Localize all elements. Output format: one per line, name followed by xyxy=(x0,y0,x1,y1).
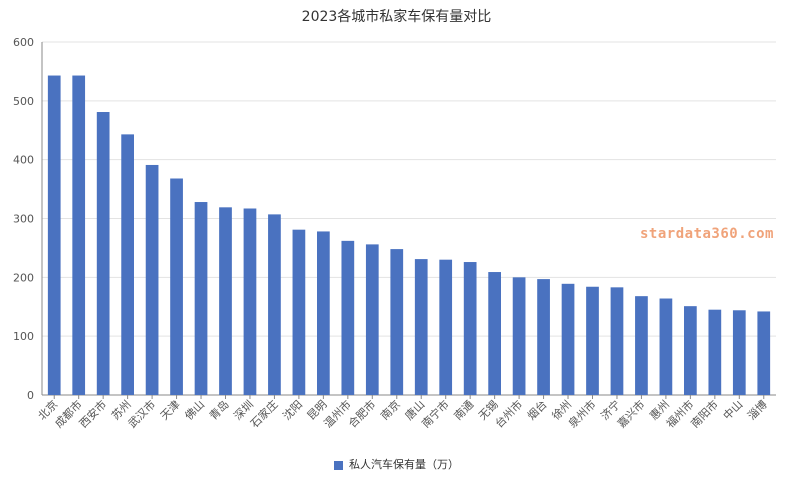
bar-西安市[interactable] xyxy=(96,112,110,396)
legend[interactable]: 私人汽车保有量（万） xyxy=(0,456,793,472)
x-tick-label: 台州市 xyxy=(492,397,525,430)
bar-北京[interactable] xyxy=(47,75,61,395)
x-tick-label: 西安市 xyxy=(76,397,109,430)
bar-石家庄[interactable] xyxy=(268,214,281,395)
x-tick-label: 天津 xyxy=(158,398,183,423)
bar-天津[interactable] xyxy=(170,178,183,395)
bar-合肥市[interactable] xyxy=(365,244,379,395)
x-tick-label: 佛山 xyxy=(182,398,207,423)
x-tick-label: 石家庄 xyxy=(247,397,280,430)
bar-嘉兴市[interactable] xyxy=(635,296,648,395)
x-tick-label: 青岛 xyxy=(206,397,231,422)
bar-南阳市[interactable] xyxy=(708,309,722,395)
y-tick-label: 100 xyxy=(13,330,34,343)
bars xyxy=(47,75,771,396)
x-tick-label: 泉州市 xyxy=(565,397,598,430)
bar-成都市[interactable] xyxy=(72,75,86,395)
bar-沈阳[interactable] xyxy=(292,229,306,395)
bar-中山[interactable] xyxy=(732,310,746,395)
y-tick-label: 600 xyxy=(13,36,34,49)
bar-佛山[interactable] xyxy=(194,202,208,395)
bar-温州市[interactable] xyxy=(341,240,355,395)
chart-title: 2023各城市私家车保有量对比 xyxy=(301,9,492,25)
bar-泉州市[interactable] xyxy=(586,286,599,395)
bar-南京[interactable] xyxy=(390,249,404,395)
legend-label: 私人汽车保有量（万） xyxy=(349,458,459,471)
legend-swatch xyxy=(334,460,343,470)
x-tick-label: 南通 xyxy=(452,398,477,423)
bar-武汉市[interactable] xyxy=(145,164,159,395)
x-tick-label: 武汉市 xyxy=(125,397,158,430)
y-tick-label: 500 xyxy=(13,95,34,108)
bar-深圳[interactable] xyxy=(243,208,257,395)
x-tick-label: 南京 xyxy=(377,397,402,422)
bar-南通[interactable] xyxy=(463,262,477,395)
x-tick-label: 中山 xyxy=(721,398,746,423)
bar-台州市[interactable] xyxy=(512,277,526,395)
bar-南宁市[interactable] xyxy=(439,259,453,395)
bar-昆明[interactable] xyxy=(317,231,330,395)
bar-唐山[interactable] xyxy=(414,259,428,395)
bar-惠州[interactable] xyxy=(659,298,673,395)
x-tick-label: 嘉兴市 xyxy=(614,397,647,430)
bar-烟台[interactable] xyxy=(537,279,550,395)
bar-福州市[interactable] xyxy=(684,306,697,395)
bar-淄博[interactable] xyxy=(757,311,771,395)
y-tick-label: 0 xyxy=(27,389,34,402)
bar-济宁[interactable] xyxy=(610,287,624,395)
y-tick-label: 400 xyxy=(13,154,34,167)
x-tick-label: 南阳市 xyxy=(688,397,721,430)
x-tick-label: 淄博 xyxy=(745,398,770,423)
grid-lines: 0 100 200 300 400 500 600 xyxy=(13,36,776,402)
x-tick-label: 合肥市 xyxy=(345,397,378,430)
y-tick-label: 300 xyxy=(13,213,34,226)
bar-徐州[interactable] xyxy=(561,283,575,395)
bar-青岛[interactable] xyxy=(219,207,232,395)
x-tick-label: 南宁市 xyxy=(419,397,452,430)
watermark-text: stardata360.com xyxy=(640,226,774,242)
x-tick-label: 沈阳 xyxy=(280,397,305,422)
x-tick-label: 烟台 xyxy=(524,397,549,422)
bar-无锡[interactable] xyxy=(488,272,501,395)
y-tick-label: 200 xyxy=(13,271,34,284)
bar-苏州[interactable] xyxy=(121,134,134,395)
